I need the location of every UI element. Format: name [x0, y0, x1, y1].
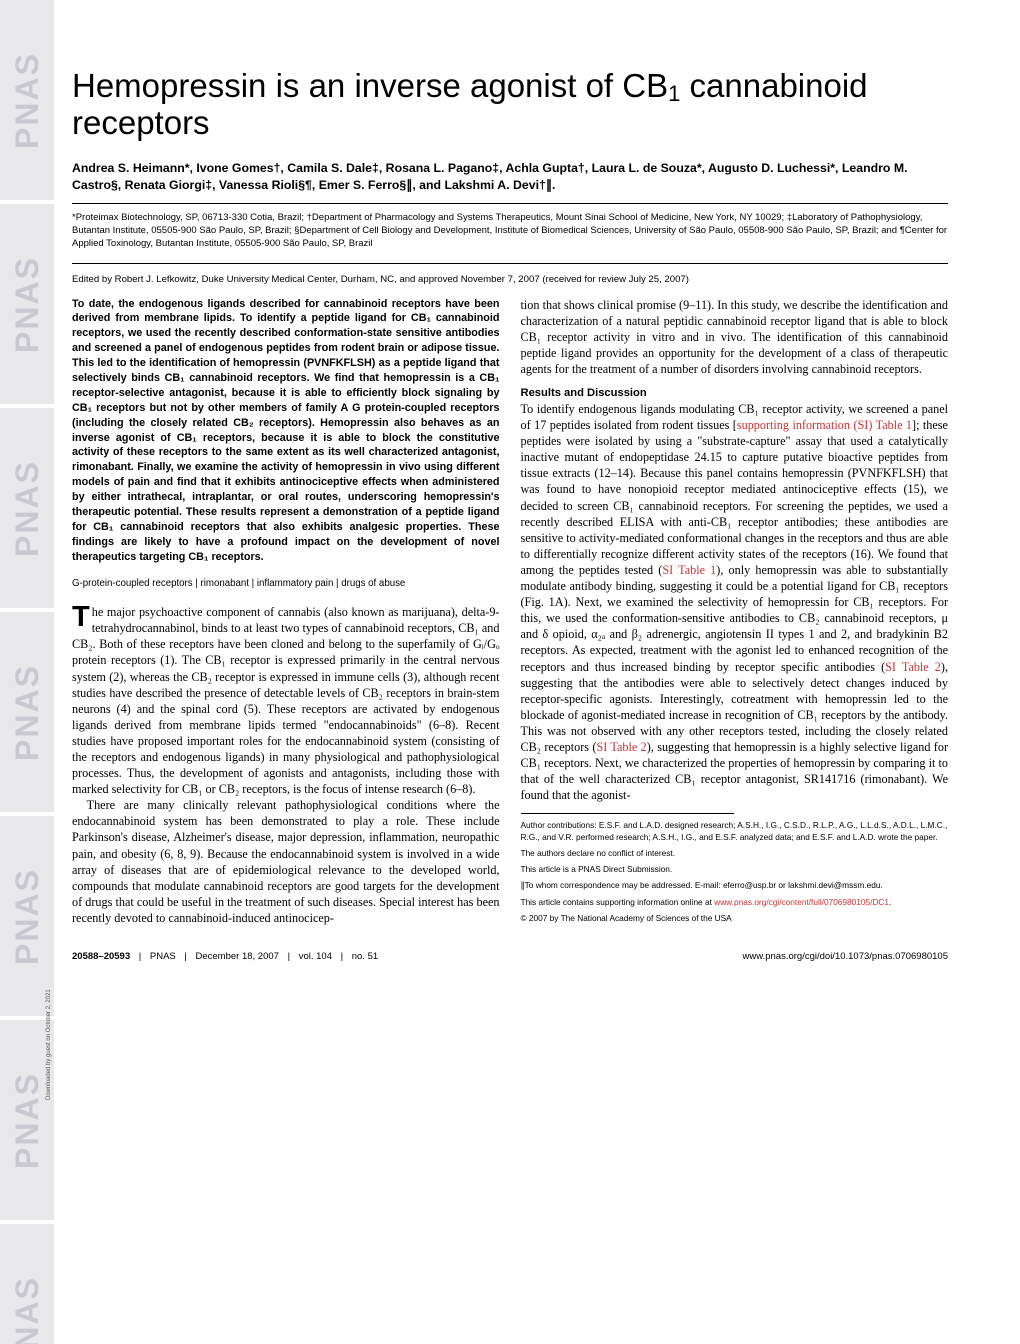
- keywords: G-protein-coupled receptors | rimonabant…: [72, 577, 500, 591]
- watermark-text: PNAS: [9, 868, 46, 965]
- section-heading-results: Results and Discussion: [521, 387, 949, 399]
- conflict-of-interest: The authors declare no conflict of inter…: [521, 848, 949, 859]
- si-table-1-link[interactable]: supporting information (SI) Table 1: [737, 418, 912, 432]
- si-table-2-link[interactable]: SI Table 2: [596, 740, 646, 754]
- footer-no: no. 51: [352, 951, 378, 962]
- intro-cont: tion that shows clinical promise (9–11).…: [521, 297, 949, 377]
- watermark-text: PNAS: [9, 256, 46, 353]
- author-list: Andrea S. Heimann*, Ivone Gomes†, Camila…: [72, 160, 948, 193]
- abstract: To date, the endogenous ligands describe…: [72, 297, 500, 565]
- watermark-text: PNAS: [9, 664, 46, 761]
- supporting-info: This article contains supporting informa…: [521, 897, 949, 908]
- affiliations: *Proteimax Biotechnology, SP, 06713-330 …: [72, 212, 948, 250]
- body-right: tion that shows clinical promise (9–11).…: [521, 297, 949, 377]
- author-contributions: Author contributions: E.S.F. and L.A.D. …: [521, 820, 949, 843]
- author-notes: Author contributions: E.S.F. and L.A.D. …: [521, 820, 949, 924]
- body-left: The major psychoactive component of cann…: [72, 604, 500, 926]
- supporting-info-link[interactable]: www.pnas.org/cgi/content/full/0706980105…: [714, 897, 889, 907]
- dropcap: T: [72, 604, 92, 630]
- page-footer: 20588–20593 | PNAS | December 18, 2007 |…: [72, 951, 948, 962]
- intro-p1-text: he major psychoactive component of canna…: [72, 605, 500, 796]
- title-pre: Hemopressin is an inverse agonist of CB: [72, 67, 668, 104]
- right-column: tion that shows clinical promise (9–11).…: [521, 297, 949, 930]
- rule-bottom: [72, 263, 948, 264]
- footer-right: www.pnas.org/cgi/doi/10.1073/pnas.070698…: [743, 951, 948, 962]
- rule-top: [72, 203, 948, 204]
- watermark-text: PNAS: [9, 1072, 46, 1169]
- correspondence: ∥To whom correspondence may be addressed…: [521, 880, 949, 891]
- left-column: To date, the endogenous ligands describe…: [72, 297, 500, 930]
- download-note: Downloaded by guest on October 2, 2021: [46, 900, 52, 1100]
- intro-p2: There are many clinically relevant patho…: [72, 797, 500, 926]
- watermark-text: PNAS: [9, 1276, 46, 1344]
- edited-by: Edited by Robert J. Lefkowitz, Duke Univ…: [72, 274, 948, 285]
- footer-pages: 20588–20593: [72, 951, 130, 962]
- footer-date: December 18, 2007: [196, 951, 279, 962]
- direct-submission: This article is a PNAS Direct Submission…: [521, 864, 949, 875]
- title-sub: 1: [668, 81, 680, 106]
- footer-vol: vol. 104: [299, 951, 332, 962]
- watermark-text: PNAS: [9, 52, 46, 149]
- results-text: To identify endogenous ligands modulatin…: [521, 401, 949, 803]
- two-column-layout: To date, the endogenous ligands describe…: [72, 297, 948, 930]
- footer-left: 20588–20593 | PNAS | December 18, 2007 |…: [72, 951, 378, 962]
- pnas-watermark-strip: PNAS PNAS PNAS PNAS PNAS PNAS PNAS: [0, 0, 54, 1344]
- watermark-text: PNAS: [9, 460, 46, 557]
- si-table-1-link[interactable]: SI Table 1: [662, 563, 716, 577]
- si-table-2-link[interactable]: SI Table 2: [885, 660, 941, 674]
- footer-pnas: PNAS: [150, 951, 176, 962]
- footer-url: www.pnas.org/cgi/doi/10.1073/pnas.070698…: [743, 951, 948, 962]
- article-title: Hemopressin is an inverse agonist of CB1…: [72, 68, 948, 142]
- copyright: © 2007 by The National Academy of Scienc…: [521, 913, 949, 924]
- results-p1: To identify endogenous ligands modulatin…: [521, 401, 949, 803]
- author-notes-rule: [521, 813, 735, 814]
- intro-p1: The major psychoactive component of cann…: [72, 604, 500, 797]
